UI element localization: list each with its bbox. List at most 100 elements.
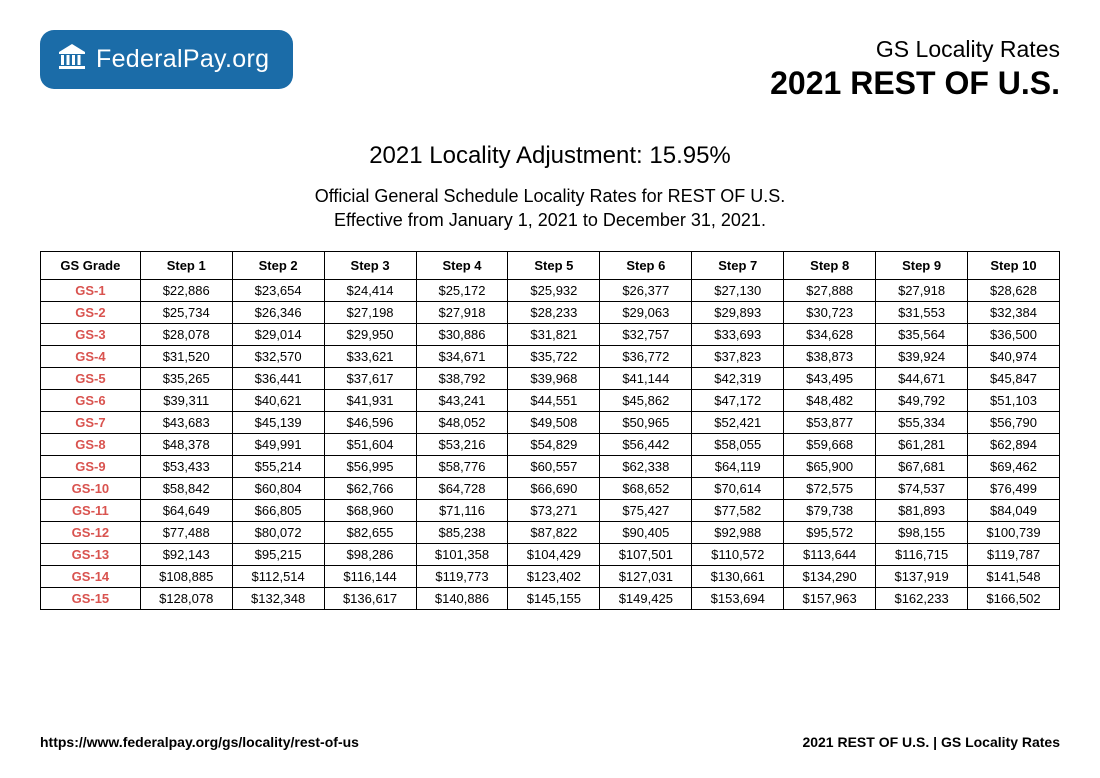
pay-cell: $29,893 bbox=[692, 301, 784, 323]
pay-cell: $119,787 bbox=[968, 543, 1060, 565]
pay-cell: $31,553 bbox=[876, 301, 968, 323]
table-row: GS-5$35,265$36,441$37,617$38,792$39,968$… bbox=[41, 367, 1060, 389]
pay-cell: $42,319 bbox=[692, 367, 784, 389]
pay-cell: $107,501 bbox=[600, 543, 692, 565]
logo-text-thin: Pay.org bbox=[183, 45, 269, 73]
pay-cell: $36,772 bbox=[600, 345, 692, 367]
pay-cell: $25,172 bbox=[416, 279, 508, 301]
pay-cell: $71,116 bbox=[416, 499, 508, 521]
pay-cell: $61,281 bbox=[876, 433, 968, 455]
pay-cell: $35,265 bbox=[140, 367, 232, 389]
grade-cell: GS-13 bbox=[41, 543, 141, 565]
pay-cell: $37,823 bbox=[692, 345, 784, 367]
pay-cell: $36,441 bbox=[232, 367, 324, 389]
col-step-2: Step 2 bbox=[232, 251, 324, 279]
pay-cell: $92,988 bbox=[692, 521, 784, 543]
pay-cell: $58,842 bbox=[140, 477, 232, 499]
pay-cell: $72,575 bbox=[784, 477, 876, 499]
pay-cell: $70,614 bbox=[692, 477, 784, 499]
pay-cell: $59,668 bbox=[784, 433, 876, 455]
pay-cell: $28,628 bbox=[968, 279, 1060, 301]
col-step-9: Step 9 bbox=[876, 251, 968, 279]
pay-cell: $27,198 bbox=[324, 301, 416, 323]
subtitle-line2: Effective from January 1, 2021 to Decemb… bbox=[40, 208, 1060, 232]
pay-cell: $54,829 bbox=[508, 433, 600, 455]
locality-adjustment: 2021 Locality Adjustment: 15.95% bbox=[40, 142, 1060, 170]
pay-cell: $67,681 bbox=[876, 455, 968, 477]
table-row: GS-10$58,842$60,804$62,766$64,728$66,690… bbox=[41, 477, 1060, 499]
table-row: GS-2$25,734$26,346$27,198$27,918$28,233$… bbox=[41, 301, 1060, 323]
pay-cell: $34,671 bbox=[416, 345, 508, 367]
table-row: GS-4$31,520$32,570$33,621$34,671$35,722$… bbox=[41, 345, 1060, 367]
pay-cell: $38,873 bbox=[784, 345, 876, 367]
pay-cell: $48,052 bbox=[416, 411, 508, 433]
table-row: GS-8$48,378$49,991$51,604$53,216$54,829$… bbox=[41, 433, 1060, 455]
pay-cell: $32,757 bbox=[600, 323, 692, 345]
pay-cell: $104,429 bbox=[508, 543, 600, 565]
pay-cell: $41,144 bbox=[600, 367, 692, 389]
grade-cell: GS-7 bbox=[41, 411, 141, 433]
grade-cell: GS-1 bbox=[41, 279, 141, 301]
pay-cell: $81,893 bbox=[876, 499, 968, 521]
pay-cell: $30,886 bbox=[416, 323, 508, 345]
pay-cell: $60,804 bbox=[232, 477, 324, 499]
col-step-7: Step 7 bbox=[692, 251, 784, 279]
pay-cell: $56,442 bbox=[600, 433, 692, 455]
pay-cell: $32,384 bbox=[968, 301, 1060, 323]
pay-cell: $66,805 bbox=[232, 499, 324, 521]
pay-cell: $145,155 bbox=[508, 587, 600, 609]
grade-cell: GS-8 bbox=[41, 433, 141, 455]
pay-cell: $27,888 bbox=[784, 279, 876, 301]
pay-cell: $116,144 bbox=[324, 565, 416, 587]
table-row: GS-1$22,886$23,654$24,414$25,172$25,932$… bbox=[41, 279, 1060, 301]
header-line1: GS Locality Rates bbox=[770, 36, 1060, 63]
pay-cell: $92,143 bbox=[140, 543, 232, 565]
pay-cell: $68,960 bbox=[324, 499, 416, 521]
table-body: GS-1$22,886$23,654$24,414$25,172$25,932$… bbox=[41, 279, 1060, 609]
table-row: GS-12$77,488$80,072$82,655$85,238$87,822… bbox=[41, 521, 1060, 543]
pay-cell: $53,877 bbox=[784, 411, 876, 433]
pay-cell: $30,723 bbox=[784, 301, 876, 323]
pay-cell: $51,103 bbox=[968, 389, 1060, 411]
pay-cell: $51,604 bbox=[324, 433, 416, 455]
header: FederalPay.org GS Locality Rates 2021 RE… bbox=[40, 30, 1060, 102]
pay-cell: $45,847 bbox=[968, 367, 1060, 389]
pay-cell: $26,377 bbox=[600, 279, 692, 301]
grade-cell: GS-5 bbox=[41, 367, 141, 389]
pay-cell: $60,557 bbox=[508, 455, 600, 477]
pay-cell: $37,617 bbox=[324, 367, 416, 389]
grade-cell: GS-3 bbox=[41, 323, 141, 345]
pay-cell: $35,564 bbox=[876, 323, 968, 345]
pay-cell: $33,621 bbox=[324, 345, 416, 367]
pay-cell: $90,405 bbox=[600, 521, 692, 543]
grade-cell: GS-10 bbox=[41, 477, 141, 499]
pay-cell: $77,488 bbox=[140, 521, 232, 543]
pay-cell: $95,215 bbox=[232, 543, 324, 565]
grade-cell: GS-14 bbox=[41, 565, 141, 587]
pay-cell: $100,739 bbox=[968, 521, 1060, 543]
pay-cell: $68,652 bbox=[600, 477, 692, 499]
pay-cell: $29,950 bbox=[324, 323, 416, 345]
pay-cell: $27,130 bbox=[692, 279, 784, 301]
gs-pay-table: GS GradeStep 1Step 2Step 3Step 4Step 5St… bbox=[40, 251, 1060, 610]
pay-cell: $87,822 bbox=[508, 521, 600, 543]
pay-cell: $132,348 bbox=[232, 587, 324, 609]
pay-cell: $23,654 bbox=[232, 279, 324, 301]
pay-cell: $27,918 bbox=[876, 279, 968, 301]
pay-cell: $80,072 bbox=[232, 521, 324, 543]
grade-cell: GS-12 bbox=[41, 521, 141, 543]
pay-cell: $153,694 bbox=[692, 587, 784, 609]
grade-cell: GS-2 bbox=[41, 301, 141, 323]
pay-cell: $128,078 bbox=[140, 587, 232, 609]
pay-cell: $26,346 bbox=[232, 301, 324, 323]
table-row: GS-11$64,649$66,805$68,960$71,116$73,271… bbox=[41, 499, 1060, 521]
pay-cell: $62,338 bbox=[600, 455, 692, 477]
header-right: GS Locality Rates 2021 REST OF U.S. bbox=[770, 36, 1060, 102]
pay-cell: $43,495 bbox=[784, 367, 876, 389]
pay-cell: $127,031 bbox=[600, 565, 692, 587]
pay-cell: $31,821 bbox=[508, 323, 600, 345]
table-row: GS-15$128,078$132,348$136,617$140,886$14… bbox=[41, 587, 1060, 609]
footer: https://www.federalpay.org/gs/locality/r… bbox=[40, 734, 1060, 750]
pay-cell: $162,233 bbox=[876, 587, 968, 609]
pay-cell: $85,238 bbox=[416, 521, 508, 543]
